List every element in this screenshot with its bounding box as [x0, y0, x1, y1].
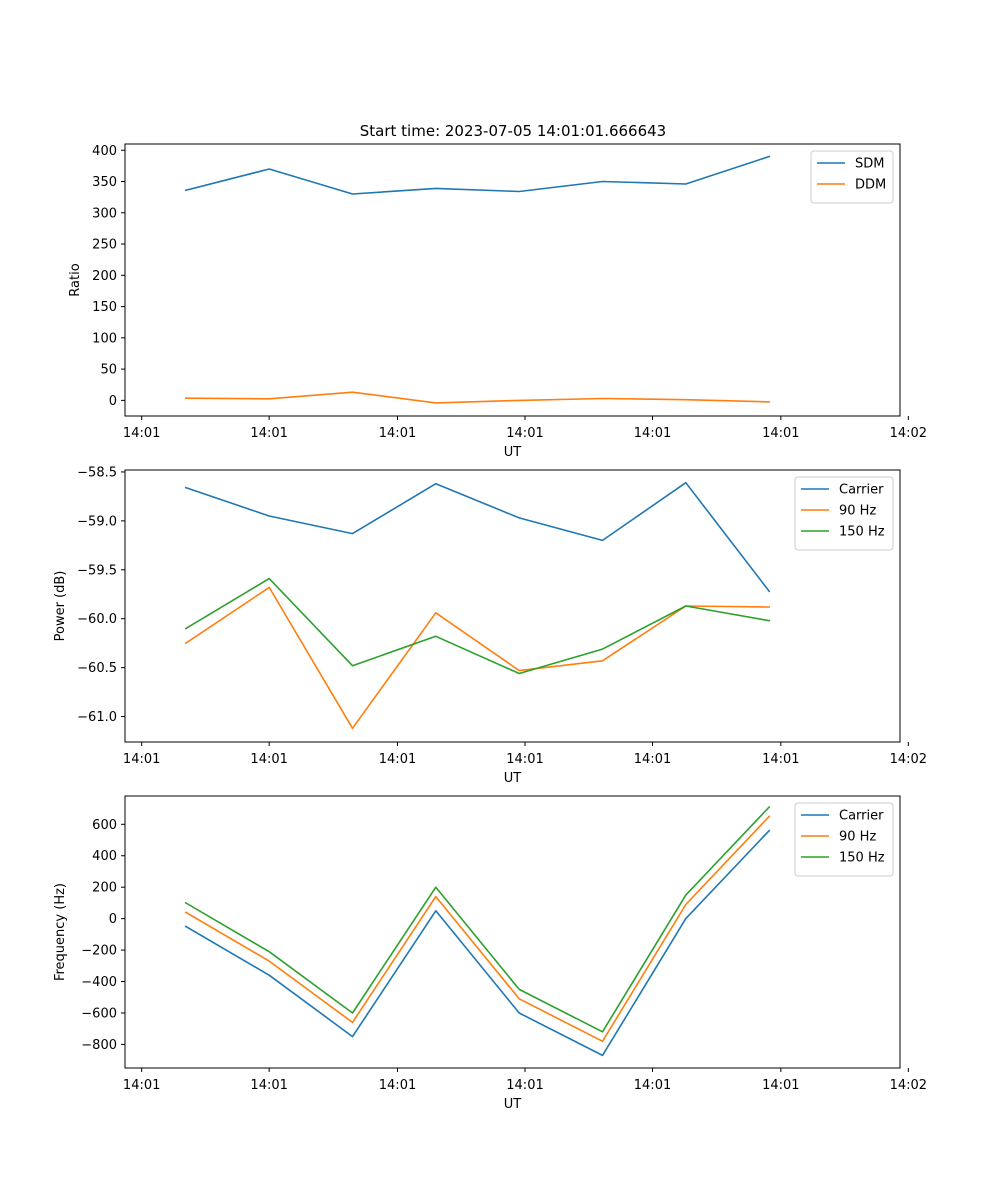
y-tick-label: −58.5	[77, 465, 117, 480]
x-tick-label: 14:01	[123, 1078, 160, 1093]
series-lines	[184, 481, 771, 730]
x-tick-label: 14:01	[634, 752, 671, 767]
legend-label: DDM	[855, 178, 886, 193]
y-tick-label: 300	[92, 206, 117, 221]
y-tick-label: 0	[109, 394, 117, 409]
legend-label: 90 Hz	[839, 504, 876, 519]
y-tick-label: 600	[92, 818, 117, 833]
x-tick-label: 14:01	[634, 426, 671, 441]
y-tick-label: 400	[92, 144, 117, 159]
legend-label: Carrier	[839, 483, 884, 498]
x-tick-label: 14:01	[634, 1078, 671, 1093]
series-line-carrier	[184, 481, 771, 593]
y-tick-label: 200	[92, 269, 117, 284]
y-tick-label: 100	[92, 331, 117, 346]
x-tick-label: 14:01	[762, 752, 799, 767]
y-tick-label: 200	[92, 881, 117, 896]
x-tick-label: 14:01	[123, 426, 160, 441]
legend-label: 150 Hz	[839, 525, 885, 540]
x-tick-label: 14:01	[379, 1078, 416, 1093]
series-line-90-hz	[184, 815, 771, 1043]
x-axis-label: UT	[504, 771, 522, 786]
series-line-ddm	[184, 391, 771, 404]
x-tick-label: 14:01	[762, 1078, 799, 1093]
x-axis-label: UT	[504, 445, 522, 460]
y-tick-label: −59.0	[77, 514, 117, 529]
series-line-carrier	[184, 829, 771, 1057]
x-tick-label: 14:01	[250, 752, 287, 767]
x-tick-label: 14:01	[506, 752, 543, 767]
y-tick-label: −800	[81, 1038, 117, 1053]
x-tick-label: 14:01	[250, 1078, 287, 1093]
legend: Carrier 90 Hz 150 Hz	[794, 802, 894, 877]
x-tick-label: 14:02	[890, 1078, 927, 1093]
y-tick-label: −200	[81, 944, 117, 959]
y-axis-label: Power (dB)	[53, 571, 68, 642]
y-tick-label: −61.0	[77, 710, 117, 725]
series-lines	[184, 805, 771, 1057]
x-tick-label: 14:01	[762, 426, 799, 441]
y-tick-label: −600	[81, 1006, 117, 1021]
y-tick-label: 50	[100, 363, 117, 378]
x-tick-label: 14:01	[506, 426, 543, 441]
chart-panels: 14:01 14:01 14:01 14:01 14:01 14:01 14:02 0 50 10…	[53, 143, 927, 1112]
y-tick-label: 350	[92, 175, 117, 190]
legend-label: 90 Hz	[839, 830, 876, 845]
series-line-150-hz	[184, 805, 771, 1033]
legend: SDM DDM	[810, 150, 894, 204]
x-tick-label: 14:01	[379, 426, 416, 441]
x-tick-label: 14:02	[890, 752, 927, 767]
y-tick-label: −60.5	[77, 661, 117, 676]
legend-label: Carrier	[839, 809, 884, 824]
axes-frame	[124, 469, 901, 743]
series-line-150-hz	[184, 577, 771, 675]
y-tick-label: 150	[92, 300, 117, 315]
series-line-90-hz	[184, 586, 771, 730]
legend: Carrier 90 Hz 150 Hz	[794, 476, 894, 551]
legend-box	[810, 150, 894, 204]
legend-label: 150 Hz	[839, 851, 885, 866]
y-tick-label: −60.0	[77, 612, 117, 627]
chart-panel-1: 14:01 14:01 14:01 14:01 14:01 14:01 14:02 0 50 10…	[68, 143, 927, 460]
y-tick-label: −59.5	[77, 563, 117, 578]
axes-frame	[124, 143, 901, 417]
y-axis-label: Ratio	[68, 263, 83, 296]
x-tick-label: 14:01	[250, 426, 287, 441]
x-tick-label: 14:01	[506, 1078, 543, 1093]
y-axis-label: Frequency (Hz)	[53, 883, 68, 981]
axes-frame	[124, 795, 901, 1069]
x-tick-label: 14:01	[379, 752, 416, 767]
x-tick-label: 14:02	[890, 426, 927, 441]
figure-title: Start time: 2023-07-05 14:01:01.666643	[360, 122, 666, 140]
y-tick-label: 250	[92, 238, 117, 253]
series-lines	[184, 155, 771, 404]
y-tick-label: −400	[81, 975, 117, 990]
x-axis-label: UT	[504, 1097, 522, 1112]
y-tick-label: 0	[109, 912, 117, 927]
chart-panel-2: 14:01 14:01 14:01 14:01 14:01 14:01 14:02 −61.0…	[53, 465, 927, 786]
series-line-sdm	[184, 155, 771, 195]
legend-label: SDM	[855, 157, 884, 172]
y-tick-label: 400	[92, 849, 117, 864]
chart-panel-3: 14:01 14:01 14:01 14:01 14:01 14:01 14:02 −800 −…	[53, 795, 927, 1112]
x-tick-label: 14:01	[123, 752, 160, 767]
